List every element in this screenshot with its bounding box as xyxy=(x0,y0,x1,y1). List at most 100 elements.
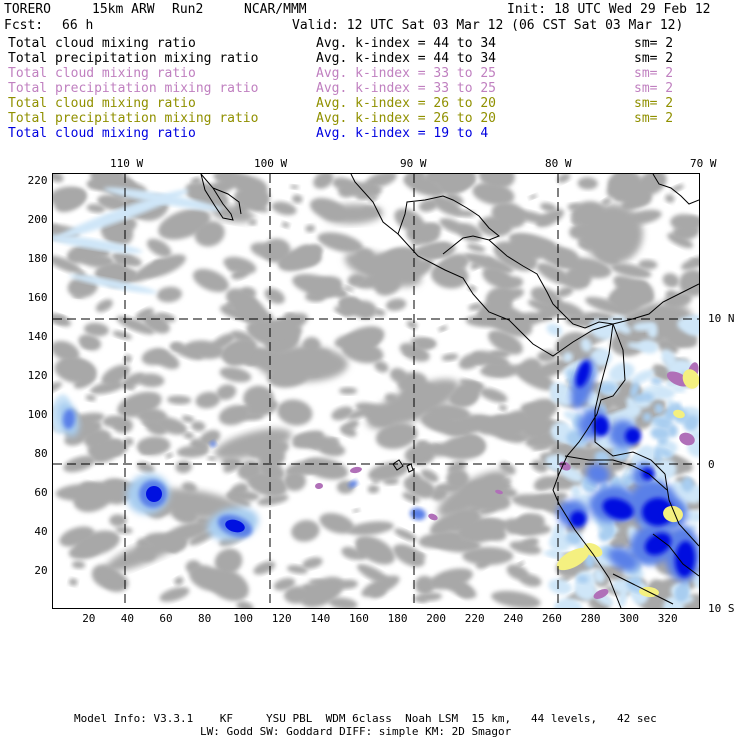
heavy-precip xyxy=(608,547,638,571)
cloud-patch xyxy=(385,298,407,311)
cloud-patch xyxy=(577,278,587,285)
cloud-mass xyxy=(583,204,643,264)
light-precip xyxy=(549,382,570,395)
forecast-map xyxy=(53,174,699,608)
lat-label: 10 N xyxy=(708,312,735,325)
cloud-patch xyxy=(175,460,192,474)
cloud-patch xyxy=(188,528,216,546)
cloud-patch xyxy=(662,273,680,288)
cloud-patch xyxy=(484,526,507,541)
cloud-patch xyxy=(406,320,418,329)
cloud-patch xyxy=(472,350,510,369)
cloud-patch xyxy=(225,288,258,314)
cloud-patch xyxy=(468,303,483,311)
cloud-patch xyxy=(613,174,634,181)
cloud-patch xyxy=(441,353,459,361)
cloud-patch xyxy=(343,285,354,292)
x-tick-label: 180 xyxy=(387,612,408,625)
lon-label: 100 W xyxy=(254,157,288,170)
cloud-patch xyxy=(107,377,120,386)
cloud-patch xyxy=(456,585,471,598)
cloud-patch xyxy=(638,259,658,270)
cloud-patch xyxy=(72,293,84,299)
cloud-patch xyxy=(268,322,303,341)
cloud-patch xyxy=(402,492,420,503)
cloud-patch xyxy=(621,192,650,211)
cloud-patch xyxy=(540,202,557,212)
cloud-patch xyxy=(291,520,320,542)
cloud-patch xyxy=(53,174,64,183)
cloud-streak xyxy=(53,234,143,254)
init-time: Init: 18 UTC Wed 29 Feb 12 xyxy=(507,2,711,17)
valid-time: Valid: 12 UTC Sat 03 Mar 12 (06 CST Sat … xyxy=(292,18,684,33)
moderate-precip xyxy=(680,578,689,594)
cloud-patch xyxy=(424,174,460,186)
cloud-patch xyxy=(389,368,408,384)
legend-smoothing: sm= 2 xyxy=(634,111,674,126)
cloud-patch xyxy=(499,288,525,301)
cloud-patch xyxy=(404,350,411,356)
cloud-mass xyxy=(105,536,181,572)
light-precip xyxy=(580,338,592,352)
moderate-precip xyxy=(594,451,611,465)
cloud-patch xyxy=(183,432,194,439)
purple-dot xyxy=(495,489,503,495)
lon-label: 70 W xyxy=(690,157,717,170)
cloud-patch xyxy=(337,579,358,590)
cloud-patch xyxy=(420,469,439,483)
intense-precip xyxy=(674,541,696,577)
cloud-patch xyxy=(489,349,511,359)
cloud-patch xyxy=(550,301,584,319)
purple-patch xyxy=(679,432,695,446)
moderate-precip xyxy=(633,394,647,402)
cloud-patch xyxy=(176,445,209,458)
legend-kindex: Avg. k-index = 44 to 34 xyxy=(316,36,497,51)
cloud-patch xyxy=(292,433,340,451)
small-cell xyxy=(348,480,358,488)
moderate-precip xyxy=(616,444,629,461)
light-precip xyxy=(546,323,563,336)
organization: NCAR/MMM xyxy=(244,2,307,17)
light-precip xyxy=(630,369,655,385)
intense-precip xyxy=(592,416,610,436)
cloud-patch xyxy=(355,549,368,560)
cloud-patch xyxy=(191,177,202,185)
moderate-precip xyxy=(683,414,699,432)
cloud-patch xyxy=(614,185,639,201)
cloud-mass xyxy=(344,251,422,287)
cloud-patch xyxy=(53,381,63,393)
light-precip xyxy=(683,314,699,336)
cloud-patch xyxy=(109,514,127,527)
cloud-patch xyxy=(237,460,262,481)
cloud-patch xyxy=(424,222,442,234)
cloud-patch xyxy=(194,220,225,247)
cloud-patch xyxy=(117,391,162,418)
cloud-patch xyxy=(192,268,229,293)
cloud-patch xyxy=(672,224,699,241)
model-info-line: Model Info: V3.3.1 KF YSU PBL WDM 6class… xyxy=(74,712,657,725)
cloud-patch xyxy=(137,461,155,474)
cloud-patch xyxy=(159,587,190,602)
cloud-patch xyxy=(464,252,514,274)
x-tick-label: 80 xyxy=(198,612,212,625)
light-precip xyxy=(650,383,671,397)
cloud-patch xyxy=(103,480,132,505)
cloud-patch xyxy=(537,350,557,363)
cloud-patch xyxy=(352,508,360,513)
moderate-precip xyxy=(642,412,652,422)
light-precip xyxy=(632,322,656,331)
y-tick-label: 120 xyxy=(27,369,48,382)
moderate-precip xyxy=(654,403,664,414)
cloud-patch xyxy=(218,404,250,426)
intense-precip xyxy=(570,511,586,527)
legend-kindex: Avg. k-index = 33 to 25 xyxy=(316,66,497,81)
precipitation-color-layer xyxy=(53,187,699,608)
cloud-patch xyxy=(207,456,217,461)
x-tick-label: 120 xyxy=(271,612,292,625)
light-precip xyxy=(571,485,582,499)
cloud-patch xyxy=(418,533,449,548)
yellow-patch xyxy=(556,547,590,571)
light-precip xyxy=(623,404,642,419)
cloud-patch xyxy=(678,269,699,297)
cloud-patch xyxy=(102,415,124,428)
